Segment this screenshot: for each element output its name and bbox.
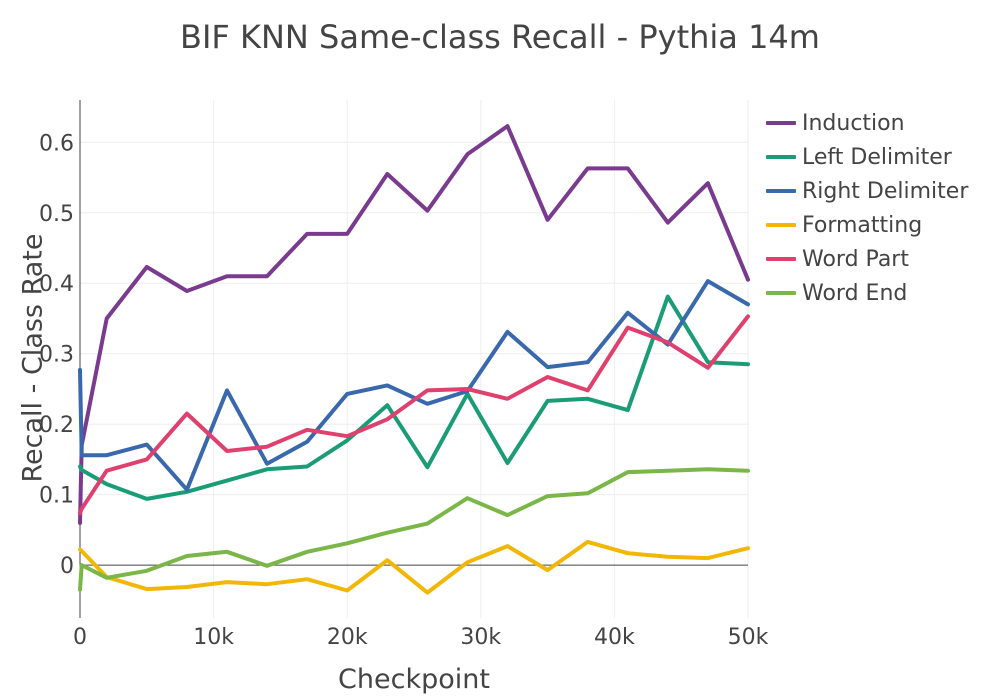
- x-tick-label: 0: [73, 625, 87, 650]
- legend-item-formatting[interactable]: Formatting: [766, 208, 968, 242]
- legend-swatch: [766, 291, 796, 295]
- y-tick-label: 0.3: [39, 343, 74, 368]
- y-tick-label: 0.5: [39, 202, 74, 227]
- legend-swatch: [766, 121, 796, 125]
- legend-label: Induction: [802, 110, 905, 136]
- legend-label: Word End: [802, 280, 908, 306]
- legend-swatch: [766, 223, 796, 227]
- y-tick-label: 0.2: [39, 413, 74, 438]
- x-tick-label: 50k: [728, 625, 769, 650]
- y-axis-label: Recall - Class Rate: [17, 233, 49, 483]
- series-line-left-delimiter: [78, 294, 750, 501]
- legend-item-word-end[interactable]: Word End: [766, 276, 968, 310]
- grid-lines: [80, 100, 749, 618]
- legend-label: Word Part: [802, 246, 909, 272]
- legend-swatch: [766, 189, 796, 193]
- series-line-word-part: [78, 314, 750, 515]
- tick-labels: 0 0.1 0.2 0.3 0.4 0.5 0.6 0 10k 20k 30k 40k 50k: [39, 131, 769, 650]
- series-line-word-end: [78, 467, 750, 592]
- series-line-formatting: [78, 539, 750, 595]
- series-lines: [78, 124, 750, 595]
- legend-item-left-delimiter[interactable]: Left Delimiter: [766, 140, 968, 174]
- axes: [79, 100, 748, 618]
- y-tick-label: 0.6: [39, 131, 74, 156]
- legend-item-right-delimiter[interactable]: Right Delimiter: [766, 174, 968, 208]
- x-tick-label: 40k: [594, 625, 635, 650]
- x-tick-label: 10k: [193, 625, 234, 650]
- legend-label: Left Delimiter: [802, 144, 952, 170]
- legend: Induction Left Delimiter Right Delimiter Fo…: [766, 106, 968, 310]
- x-tick-label: 30k: [460, 625, 501, 650]
- x-axis-label: Checkpoint: [338, 664, 490, 695]
- y-tick-label: 0.1: [39, 484, 74, 509]
- legend-swatch: [766, 257, 796, 261]
- legend-swatch: [766, 155, 796, 159]
- series-line-induction: [78, 124, 750, 525]
- legend-label: Formatting: [802, 212, 923, 238]
- chart-title: BIF KNN Same-class Recall - Pythia 14m: [180, 18, 820, 56]
- y-tick-label: 0: [60, 554, 74, 579]
- legend-label: Right Delimiter: [802, 178, 969, 204]
- legend-item-induction[interactable]: Induction: [766, 106, 968, 140]
- legend-item-word-part[interactable]: Word Part: [766, 242, 968, 276]
- series-line-right-delimiter: [78, 279, 750, 492]
- y-tick-label: 0.4: [39, 272, 74, 297]
- x-tick-label: 20k: [327, 625, 368, 650]
